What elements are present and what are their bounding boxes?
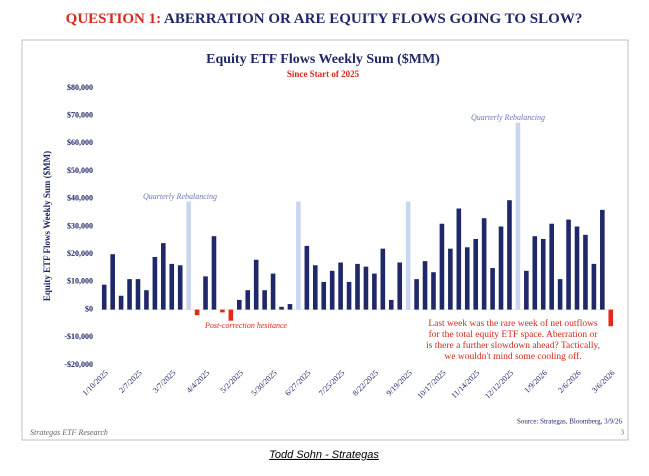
note: Last week was the rare week of net outfl… [426, 318, 600, 362]
bar [557, 279, 563, 310]
bar [152, 256, 158, 310]
bar [346, 281, 352, 310]
bar [414, 279, 419, 310]
bar [110, 254, 115, 310]
bar [169, 263, 175, 310]
annotation: Quarterly Rebalancing [471, 113, 545, 122]
y-tick-label: $50,000 [67, 166, 93, 175]
bar [515, 122, 521, 310]
note-line: we wouldn't mind some cooling off. [444, 351, 581, 362]
bar [490, 268, 495, 310]
bar [203, 276, 208, 310]
y-tick-label: -$10,000 [64, 332, 93, 341]
bar [118, 295, 124, 310]
bar [388, 299, 394, 310]
bar [574, 226, 580, 310]
bar [448, 248, 453, 310]
y-tick-label: $40,000 [67, 194, 93, 203]
bar [532, 236, 538, 310]
chart-title: Equity ETF Flows Weekly Sum ($MM) [206, 52, 440, 67]
bar [321, 281, 327, 310]
chart-subtitle: Since Start of 2025 [287, 69, 360, 79]
bar [405, 201, 411, 310]
bar [566, 219, 571, 310]
bar [245, 290, 251, 310]
bar [194, 309, 200, 316]
bar [431, 272, 436, 310]
annotation: Quarterly Rebalancing [143, 192, 217, 201]
y-tick-label: $80,000 [67, 83, 93, 92]
bar [540, 238, 546, 310]
bar [101, 284, 107, 310]
bar [380, 248, 386, 310]
bar [253, 259, 259, 310]
bar [177, 265, 183, 310]
bar [363, 266, 369, 310]
bar [591, 263, 597, 310]
bar [473, 238, 478, 310]
bar [524, 270, 529, 310]
bar [397, 262, 403, 310]
bar [583, 234, 588, 310]
page-number: 3 [621, 429, 625, 437]
bar [262, 290, 267, 310]
bar [237, 299, 242, 310]
caption: Todd Sohn - Strategas [269, 449, 379, 461]
bar [549, 223, 554, 310]
bar [127, 279, 132, 310]
bar [220, 309, 225, 313]
title-text: ABERRATION OR ARE EQUITY FLOWS GOING TO … [164, 11, 582, 27]
bar [144, 290, 149, 310]
bar [296, 201, 301, 310]
bar [312, 265, 318, 310]
annotation: Post-correction hesitance [204, 321, 288, 330]
bar [135, 279, 141, 310]
bar [608, 309, 614, 327]
bar [456, 208, 462, 310]
y-tick-label: $30,000 [67, 221, 93, 230]
bar [186, 201, 191, 310]
y-axis-label: Equity ETF Flows Weekly Sum ($MM) [42, 151, 52, 301]
chart-frame [21, 39, 629, 441]
note-line: for the total equity ETF space. Aberrati… [429, 329, 599, 340]
slide-title: QUESTION 1: ABERRATION OR ARE EQUITY FLO… [66, 11, 583, 27]
y-tick-label: -$20,000 [64, 360, 93, 369]
bar [161, 243, 166, 310]
note-line: is there a further slowdown ahead? Tacti… [426, 340, 600, 351]
bar [338, 262, 343, 310]
bar [498, 226, 504, 310]
note-line: Last week was the rare week of net outfl… [428, 318, 598, 329]
bar [422, 261, 428, 310]
bar [304, 245, 310, 310]
bar [481, 218, 487, 310]
bar [287, 304, 293, 310]
y-tick-label: $70,000 [67, 111, 93, 120]
bar [228, 309, 234, 321]
bar [211, 236, 217, 310]
y-tick-label: $20,000 [67, 249, 93, 258]
bar [270, 273, 276, 310]
bar [439, 223, 445, 310]
title-prefix: QUESTION 1: [66, 11, 161, 27]
bar [279, 306, 284, 310]
bar [507, 200, 512, 310]
source: Source: Strategas, Bloomberg, 3/9/26 [517, 418, 623, 426]
y-tick-label: $0 [85, 304, 93, 313]
bar [329, 270, 335, 310]
bar [372, 273, 377, 310]
y-tick-label: $60,000 [67, 138, 93, 147]
bar [464, 247, 470, 310]
y-tick-label: $10,000 [67, 277, 93, 286]
bar [600, 209, 605, 310]
footer: Strategas ETF Research [30, 428, 108, 437]
bar [355, 263, 360, 310]
